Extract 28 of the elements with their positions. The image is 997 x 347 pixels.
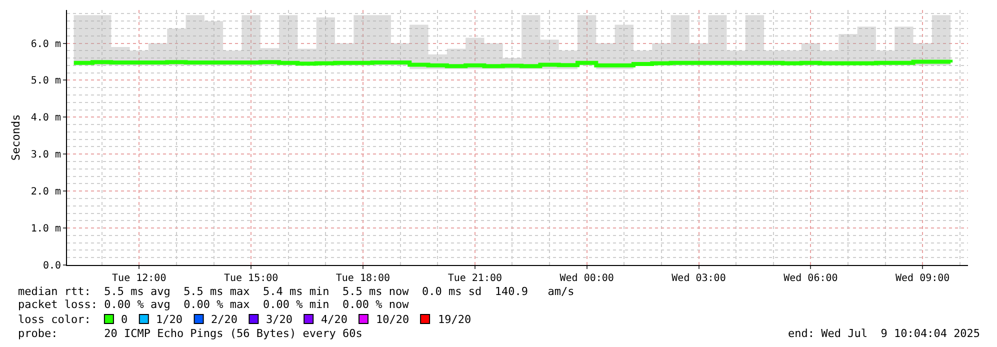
legend-title: loss color:	[18, 313, 91, 326]
x-tick-label: Tue 18:00	[336, 273, 390, 284]
y-tick-label: 4.0 m	[30, 112, 61, 124]
x-tick-label: Tue 21:00	[448, 273, 502, 284]
legend-label: 3/20	[266, 313, 292, 326]
y-tick-label: 5.0 m	[30, 76, 61, 87]
y-tick-label: 1.0 m	[30, 224, 61, 235]
y-tick-label: 3.0 m	[30, 150, 61, 161]
legend-label: 10/20	[376, 313, 410, 326]
x-tick-label: Tue 12:00	[112, 273, 166, 284]
y-tick-label: 0.0	[42, 260, 61, 272]
y-tick-label: 2.0 m	[30, 186, 61, 198]
legend-label: 1/20	[156, 313, 182, 326]
x-tick-label: Wed 03:00	[672, 273, 726, 284]
legend-label: 0	[121, 313, 128, 326]
legend-label: 4/20	[321, 313, 348, 326]
legend-label: 2/20	[211, 313, 238, 326]
text: packet loss: 0.00 % avg 0.00 % max 0.00 % min 0.00 % now	[18, 298, 410, 311]
y-axis-title: Seconds	[10, 114, 23, 161]
text: median rtt: 5.5 ms avg 5.5 ms max 5.4 ms min 5.5 ms now 0.0 ms sd 140.9 am/s	[18, 285, 574, 298]
x-tick-label: Wed 06:00	[784, 273, 838, 284]
y-tick-label: 6.0 m	[30, 38, 61, 50]
legend-label: 19/20	[438, 313, 472, 326]
text: probe: 20 ICMP Echo Pings (56 Bytes) every 60s	[18, 327, 362, 340]
x-tick-label: Wed 09:00	[896, 273, 950, 284]
x-tick-label: Wed 00:00	[560, 273, 614, 284]
text: end: Wed Jul 9 10:04:04 2025	[788, 327, 980, 340]
x-tick-label: Tue 15:00	[224, 273, 278, 284]
